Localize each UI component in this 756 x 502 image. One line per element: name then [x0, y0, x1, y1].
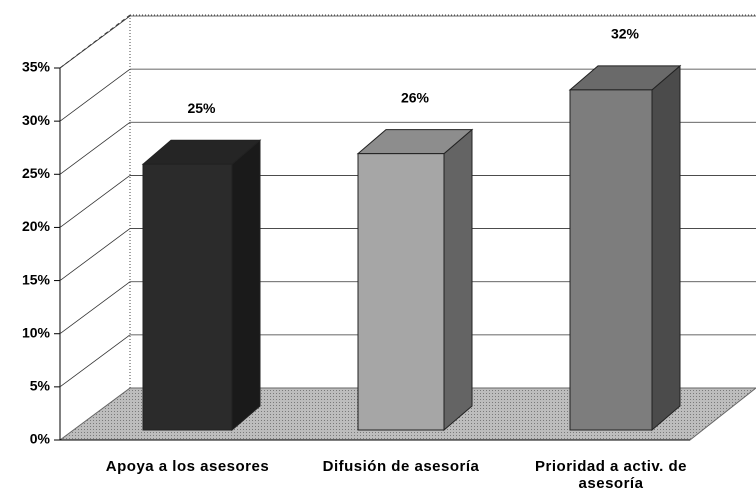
- bar-side: [651, 64, 681, 432]
- grid-line: [59, 175, 131, 228]
- bar-side: [231, 139, 261, 432]
- x-tick-label: Apoya a los asesores: [105, 458, 270, 475]
- grid-line: [59, 68, 131, 122]
- bar: [569, 89, 653, 431]
- grid-line: [59, 281, 131, 335]
- grid-line: [59, 334, 131, 388]
- x-tick-label: Prioridad a activ. de asesoría: [535, 458, 687, 492]
- y-tick-label: 0%: [30, 431, 51, 447]
- bar: [142, 163, 233, 431]
- y-tick-label: 30%: [22, 112, 51, 128]
- value-label: 26%: [401, 89, 430, 105]
- grid-line: [59, 121, 131, 175]
- value-label: 25%: [187, 100, 216, 116]
- value-label: 32%: [611, 26, 640, 42]
- x-tick-label: Difusión de asesoría: [322, 458, 480, 475]
- y-tick-label: 10%: [22, 324, 51, 340]
- y-tick-label: 35%: [22, 59, 51, 75]
- y-tick-label: 15%: [22, 271, 51, 287]
- y-tick-label: 5%: [30, 378, 51, 394]
- bar-side: [443, 128, 473, 432]
- grid-line: [59, 228, 131, 281]
- y-tick-label: 25%: [22, 165, 51, 181]
- grid-line: [59, 15, 131, 69]
- y-tick-label: 20%: [22, 218, 51, 234]
- bar: [357, 153, 445, 431]
